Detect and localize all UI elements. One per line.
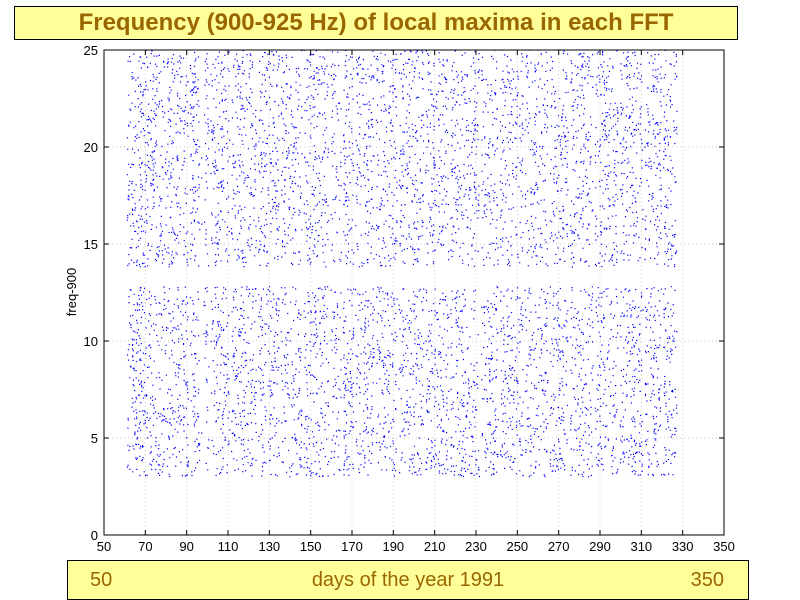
x-tick-label: 110	[218, 539, 239, 554]
x-axis-caption: days of the year 1991	[311, 569, 505, 591]
x-range-end-label: 350	[690, 569, 724, 591]
x-tick-label: 330	[672, 539, 694, 554]
x-tick-label: 50	[97, 539, 111, 554]
x-tick-label: 250	[506, 539, 528, 554]
y-tick-label: 15	[84, 237, 98, 252]
data-point-cloud	[126, 50, 678, 478]
x-tick-label: 170	[341, 539, 363, 554]
x-tick-label: 190	[382, 539, 404, 554]
data-points	[126, 50, 678, 478]
x-tick-label: 350	[713, 539, 735, 554]
y-tick-label: 20	[84, 140, 98, 155]
x-axis-caption-box: 50 days of the year 1991 350	[67, 560, 749, 600]
y-axis-label: freq-900	[64, 268, 79, 316]
scatter-plot: 50 70 90 110 130 150 170 190 210 230 250 270 290 310 3…	[64, 43, 735, 554]
y-tick-label: 5	[91, 431, 98, 446]
y-tick-label: 25	[84, 43, 98, 58]
x-tick-label: 230	[465, 539, 487, 554]
x-tick-label: 70	[138, 539, 152, 554]
chart-title: Frequency (900-925 Hz) of local maxima i…	[78, 9, 674, 36]
axes: 50 70 90 110 130 150 170 190 210 230 250 270 290 310 3…	[84, 43, 735, 554]
x-tick-label: 310	[630, 539, 652, 554]
plot-frame	[103, 49, 725, 536]
x-tick-label: 150	[300, 539, 322, 554]
y-tick-label: 0	[91, 528, 98, 543]
x-tick-label: 90	[179, 539, 193, 554]
x-range-start-label: 50	[90, 569, 113, 591]
x-tick-label: 210	[424, 539, 446, 554]
x-tick-label: 130	[258, 539, 280, 554]
x-tick-label: 290	[589, 539, 611, 554]
chart-title-box: Frequency (900-925 Hz) of local maxima i…	[14, 6, 738, 40]
y-tick-label: 10	[84, 334, 98, 349]
x-tick-label: 270	[548, 539, 570, 554]
